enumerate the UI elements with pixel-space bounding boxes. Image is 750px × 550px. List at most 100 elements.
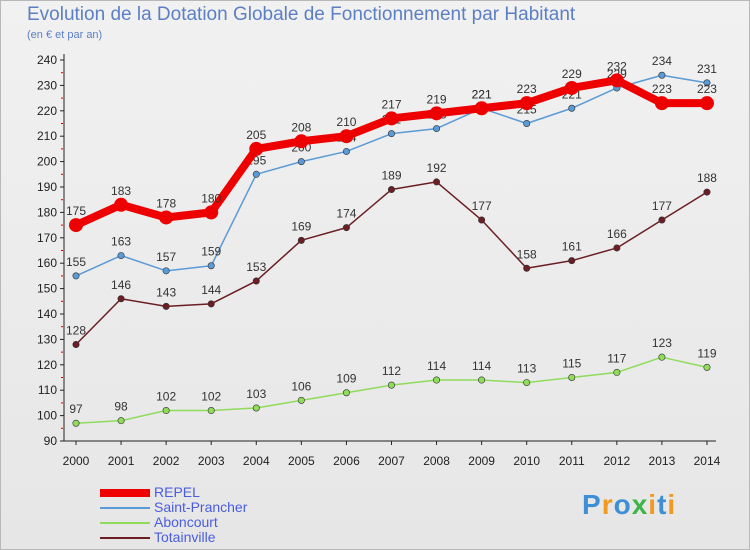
data-label-aboncourt: 103 — [246, 387, 266, 401]
data-point-totainville — [342, 224, 350, 232]
data-point-repel — [339, 129, 354, 144]
data-point-aboncourt — [207, 407, 215, 415]
data-label-repel: 208 — [291, 120, 311, 134]
data-label-totainville: 166 — [607, 227, 627, 241]
legend-label: REPEL — [154, 484, 200, 500]
data-label-saint-prancher: 234 — [652, 54, 672, 68]
legend-swatch — [100, 507, 150, 509]
data-point-repel — [384, 111, 399, 126]
x-tick-label: 2012 — [603, 454, 630, 468]
y-tick-label: 230 — [37, 78, 57, 92]
data-point-aboncourt — [297, 396, 305, 404]
data-point-saint-prancher — [207, 262, 215, 270]
y-tick-label: 120 — [37, 358, 57, 372]
data-label-aboncourt: 114 — [472, 359, 491, 373]
data-label-totainville: 192 — [427, 161, 447, 175]
x-tick-label: 2005 — [288, 454, 315, 468]
x-tick-label: 2000 — [63, 454, 90, 468]
data-point-repel — [474, 101, 489, 116]
logo-letter: o — [613, 489, 632, 520]
logo-letter: r — [601, 489, 614, 520]
data-label-repel: 223 — [697, 82, 717, 96]
chart-subtitle: (en € et par an) — [27, 29, 103, 41]
data-point-repel — [564, 80, 579, 95]
x-tick-label: 2001 — [108, 454, 135, 468]
logo-letter: x — [631, 489, 649, 520]
x-tick-label: 2008 — [423, 454, 450, 468]
data-point-saint-prancher — [523, 120, 531, 128]
data-point-aboncourt — [613, 368, 621, 376]
data-point-repel — [114, 197, 129, 212]
data-point-repel — [654, 96, 669, 111]
y-tick-label: 210 — [37, 129, 57, 143]
data-point-totainville — [613, 244, 621, 252]
data-point-saint-prancher — [342, 147, 350, 155]
data-label-aboncourt: 114 — [427, 359, 446, 373]
data-point-aboncourt — [342, 389, 350, 397]
data-label-totainville: 188 — [697, 171, 717, 185]
data-point-repel — [609, 73, 624, 88]
y-tick-label: 200 — [37, 155, 57, 169]
legend-swatch — [100, 537, 150, 539]
data-point-repel — [204, 205, 219, 220]
data-label-repel: 223 — [652, 82, 672, 96]
data-point-totainville — [297, 236, 305, 244]
y-tick-label: 220 — [37, 104, 57, 118]
data-point-aboncourt — [703, 363, 711, 371]
data-point-totainville — [207, 300, 215, 308]
x-tick-label: 2013 — [649, 454, 676, 468]
y-tick-label: 130 — [37, 332, 57, 346]
x-tick-label: 2006 — [333, 454, 360, 468]
data-point-saint-prancher — [387, 130, 395, 138]
data-label-saint-prancher: 221 — [472, 87, 492, 101]
data-point-aboncourt — [568, 373, 576, 381]
data-label-saint-prancher: 163 — [111, 235, 131, 249]
data-label-aboncourt: 115 — [562, 357, 581, 371]
data-point-aboncourt — [162, 407, 170, 415]
y-tick-label: 190 — [37, 180, 57, 194]
data-point-saint-prancher — [433, 125, 441, 133]
data-label-repel: 175 — [66, 204, 86, 218]
x-tick-label: 2003 — [198, 454, 225, 468]
legend-swatch — [100, 522, 150, 524]
data-point-aboncourt — [117, 417, 125, 425]
x-tick-label: 2014 — [694, 454, 721, 468]
data-label-saint-prancher: 155 — [66, 255, 86, 269]
data-label-aboncourt: 97 — [69, 402, 83, 416]
data-point-saint-prancher — [658, 71, 666, 79]
y-tick-label: 170 — [37, 231, 57, 245]
data-point-repel — [429, 106, 444, 121]
data-label-repel: 178 — [156, 196, 176, 210]
data-point-aboncourt — [478, 376, 486, 384]
data-label-aboncourt: 123 — [652, 336, 672, 350]
chart-title: Evolution de la Dotation Globale de Fonc… — [27, 4, 576, 25]
logo-letter: i — [648, 489, 658, 520]
x-tick-label: 2011 — [559, 454, 585, 468]
data-label-repel: 180 — [201, 191, 221, 205]
x-tick-label: 2009 — [468, 454, 495, 468]
data-point-saint-prancher — [568, 104, 576, 112]
data-point-totainville — [252, 277, 260, 285]
data-label-aboncourt: 112 — [382, 364, 401, 378]
data-point-totainville — [478, 216, 486, 224]
data-point-aboncourt — [433, 376, 441, 384]
data-label-totainville: 143 — [156, 285, 176, 299]
data-label-repel: 223 — [517, 82, 537, 96]
logo-letter: P — [582, 489, 602, 520]
data-label-repel: 232 — [607, 59, 627, 73]
logo-letter: i — [667, 489, 677, 520]
data-label-saint-prancher: 231 — [697, 62, 717, 76]
data-label-repel: 219 — [427, 92, 447, 106]
data-label-aboncourt: 98 — [114, 400, 128, 414]
data-label-totainville: 153 — [246, 260, 266, 274]
data-point-repel — [159, 210, 174, 225]
data-point-saint-prancher — [72, 272, 80, 280]
y-tick-label: 150 — [37, 282, 57, 296]
y-tick-label: 140 — [37, 307, 57, 321]
data-label-aboncourt: 109 — [336, 372, 356, 386]
x-tick-label: 2002 — [153, 454, 180, 468]
data-label-repel: 205 — [246, 128, 266, 142]
x-tick-label: 2007 — [378, 454, 405, 468]
data-point-totainville — [162, 302, 170, 310]
